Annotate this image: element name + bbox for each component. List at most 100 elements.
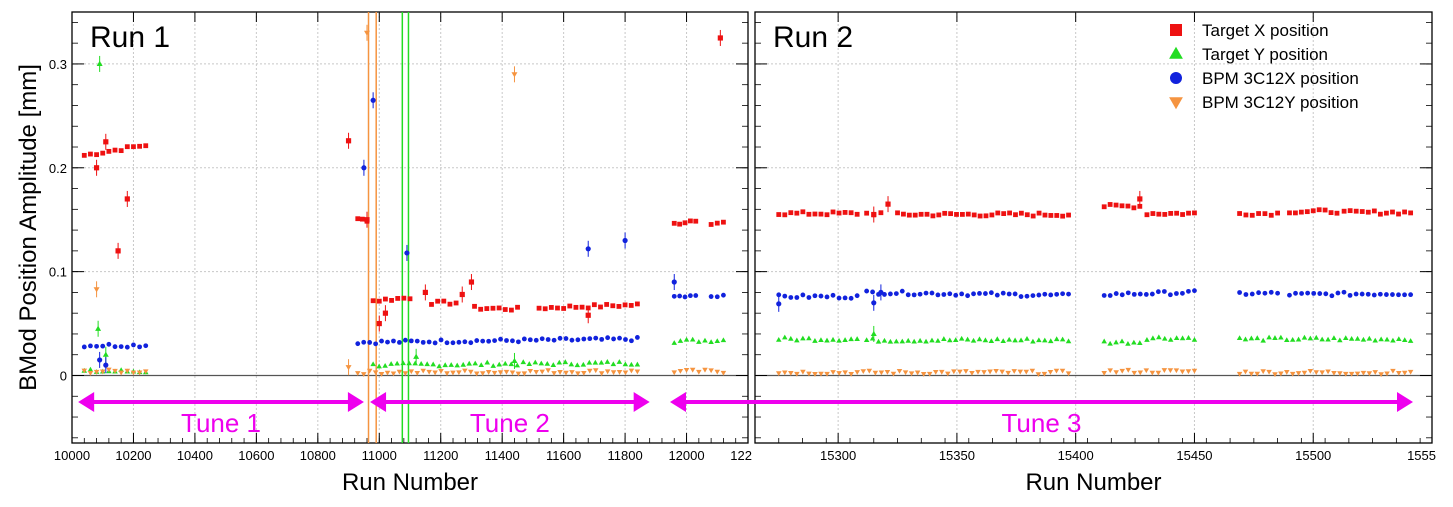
target-x-position-point — [895, 210, 900, 216]
target-y-position-point — [520, 359, 527, 365]
bpm-3c12x-position-point — [521, 336, 527, 342]
bpm-3c12y-position-point — [1041, 371, 1048, 377]
target-x-position-point — [1316, 207, 1322, 213]
target-x-position-point — [1408, 210, 1414, 216]
bpm-3c12x-position-point — [1402, 292, 1407, 298]
bpm-3c12y-position-point — [1260, 369, 1266, 375]
bpm-3c12y-position-point — [106, 367, 112, 373]
target-y-position-point — [958, 335, 965, 341]
bpm-3c12x-position-point — [404, 250, 410, 256]
bpm-3c12y-position-point — [1284, 370, 1290, 375]
x-tick-label: 15350 — [939, 448, 975, 463]
bpm-3c12y-position-point — [539, 369, 545, 375]
bpm-3c12y-position-point — [872, 370, 879, 376]
target-x-position-point — [515, 304, 520, 310]
bpm-3c12x-position-point — [994, 292, 1000, 298]
bpm-3c12y-position-point — [1161, 368, 1168, 373]
target-y-position-point — [538, 360, 545, 366]
bpm-3c12y-position-point — [473, 371, 480, 377]
target-x-position-point — [924, 211, 930, 217]
bpm-3c12x-position-point — [923, 290, 929, 296]
target-y-position-point — [714, 338, 721, 344]
bpm-3c12x-position-point — [959, 291, 965, 297]
bpm-3c12x-position-point — [878, 289, 884, 296]
x-tick-label: 15300 — [820, 448, 856, 463]
bpm-3c12y-position-point — [345, 365, 352, 371]
target-y-position-point — [1030, 338, 1036, 344]
target-y-position-point — [1366, 335, 1373, 341]
target-x-position-point — [88, 151, 93, 157]
bpm-3c12x-position-point — [1396, 292, 1401, 298]
bpm-3c12x-position-point — [870, 289, 875, 295]
target-y-position-point — [1390, 337, 1396, 343]
target-x-position-point — [143, 143, 149, 149]
target-y-position-point — [1384, 336, 1390, 342]
target-x-position-point — [1001, 211, 1007, 216]
bpm-3c12x-position-point — [935, 292, 941, 298]
bpm-3c12y-position-point — [432, 370, 438, 376]
bpm-3c12x-position-point — [361, 165, 367, 171]
target-x-position-point — [977, 213, 983, 219]
target-x-position-point — [598, 304, 603, 310]
bpm-3c12y-position-point — [1113, 370, 1119, 376]
bpm-3c12x-position-point — [515, 339, 521, 345]
bpm-3c12y-position-point — [1155, 370, 1162, 376]
target-y-position-point — [720, 337, 727, 343]
bpm-3c12y-position-point — [93, 287, 100, 293]
target-x-position-point — [118, 148, 124, 154]
target-y-position-point — [424, 361, 430, 367]
bpm-3c12x-position-point — [137, 344, 143, 350]
target-y-position-point — [418, 360, 424, 366]
bpm-3c12y-position-point — [957, 369, 963, 375]
target-y-position-point — [775, 336, 782, 342]
bpm-3c12x-position-point — [941, 292, 947, 297]
target-y-position-point — [1131, 339, 1137, 345]
target-x-position-point — [1066, 212, 1071, 218]
target-x-position-point — [548, 305, 554, 310]
target-x-position-point — [628, 303, 634, 308]
target-y-position-point — [824, 337, 830, 343]
bpm-3c12x-position-point — [854, 293, 860, 299]
target-x-position-point — [1024, 212, 1030, 218]
bpm-3c12y-position-point — [671, 370, 678, 376]
bpm-3c12y-position-point — [426, 369, 432, 375]
bpm-3c12x-position-point — [1018, 294, 1024, 299]
bpm-3c12x-position-point — [498, 336, 503, 342]
bpm-3c12y-position-point — [390, 371, 397, 377]
bpm-3c12x-position-point — [402, 337, 408, 343]
bpm-3c12y-position-point — [1254, 371, 1261, 377]
target-y-position-point — [478, 362, 484, 368]
target-x-position-point — [1334, 210, 1340, 216]
y-tick-label: 0.3 — [49, 57, 67, 72]
target-y-position-point — [1337, 337, 1343, 343]
bpm-3c12x-position-point — [824, 294, 830, 300]
bpm-3c12x-position-point — [426, 339, 432, 345]
bpm-3c12y-position-point — [1065, 371, 1072, 377]
target-x-position-point — [106, 148, 112, 154]
bpm-3c12x-position-point — [1377, 291, 1383, 297]
target-x-position-point — [1249, 212, 1255, 218]
target-x-position-point — [1131, 205, 1137, 211]
target-x-position-point — [567, 303, 573, 309]
target-x-position-point — [830, 209, 836, 215]
panel-2-plot-area — [754, 11, 1433, 444]
bpm-3c12y-position-point — [782, 370, 788, 376]
target-x-position-point — [1371, 208, 1377, 214]
target-x-position-point — [782, 212, 788, 218]
bpm-3c12y-position-point — [914, 370, 921, 376]
bpm-3c12x-position-point — [1353, 291, 1359, 297]
tune-2-arrow-head-left — [370, 392, 387, 412]
bpm-3c12x-position-point — [486, 338, 492, 344]
tune-3-arrow-head-right — [1397, 392, 1413, 412]
bpm-3c12y-position-point — [890, 371, 897, 377]
bpm-3c12y-position-point — [414, 370, 421, 376]
bpm-3c12x-position-point — [1024, 293, 1030, 299]
bpm-3c12y-position-point — [800, 369, 806, 375]
bpm-3c12y-position-point — [836, 371, 842, 376]
bpm-3c12y-position-point — [1401, 370, 1408, 376]
target-y-position-point — [1053, 336, 1060, 342]
bpm-3c12x-position-point — [1137, 291, 1143, 297]
target-y-position-point — [870, 330, 877, 337]
bpm-3c12y-position-point — [689, 367, 696, 373]
target-y-position-point — [1012, 337, 1018, 343]
